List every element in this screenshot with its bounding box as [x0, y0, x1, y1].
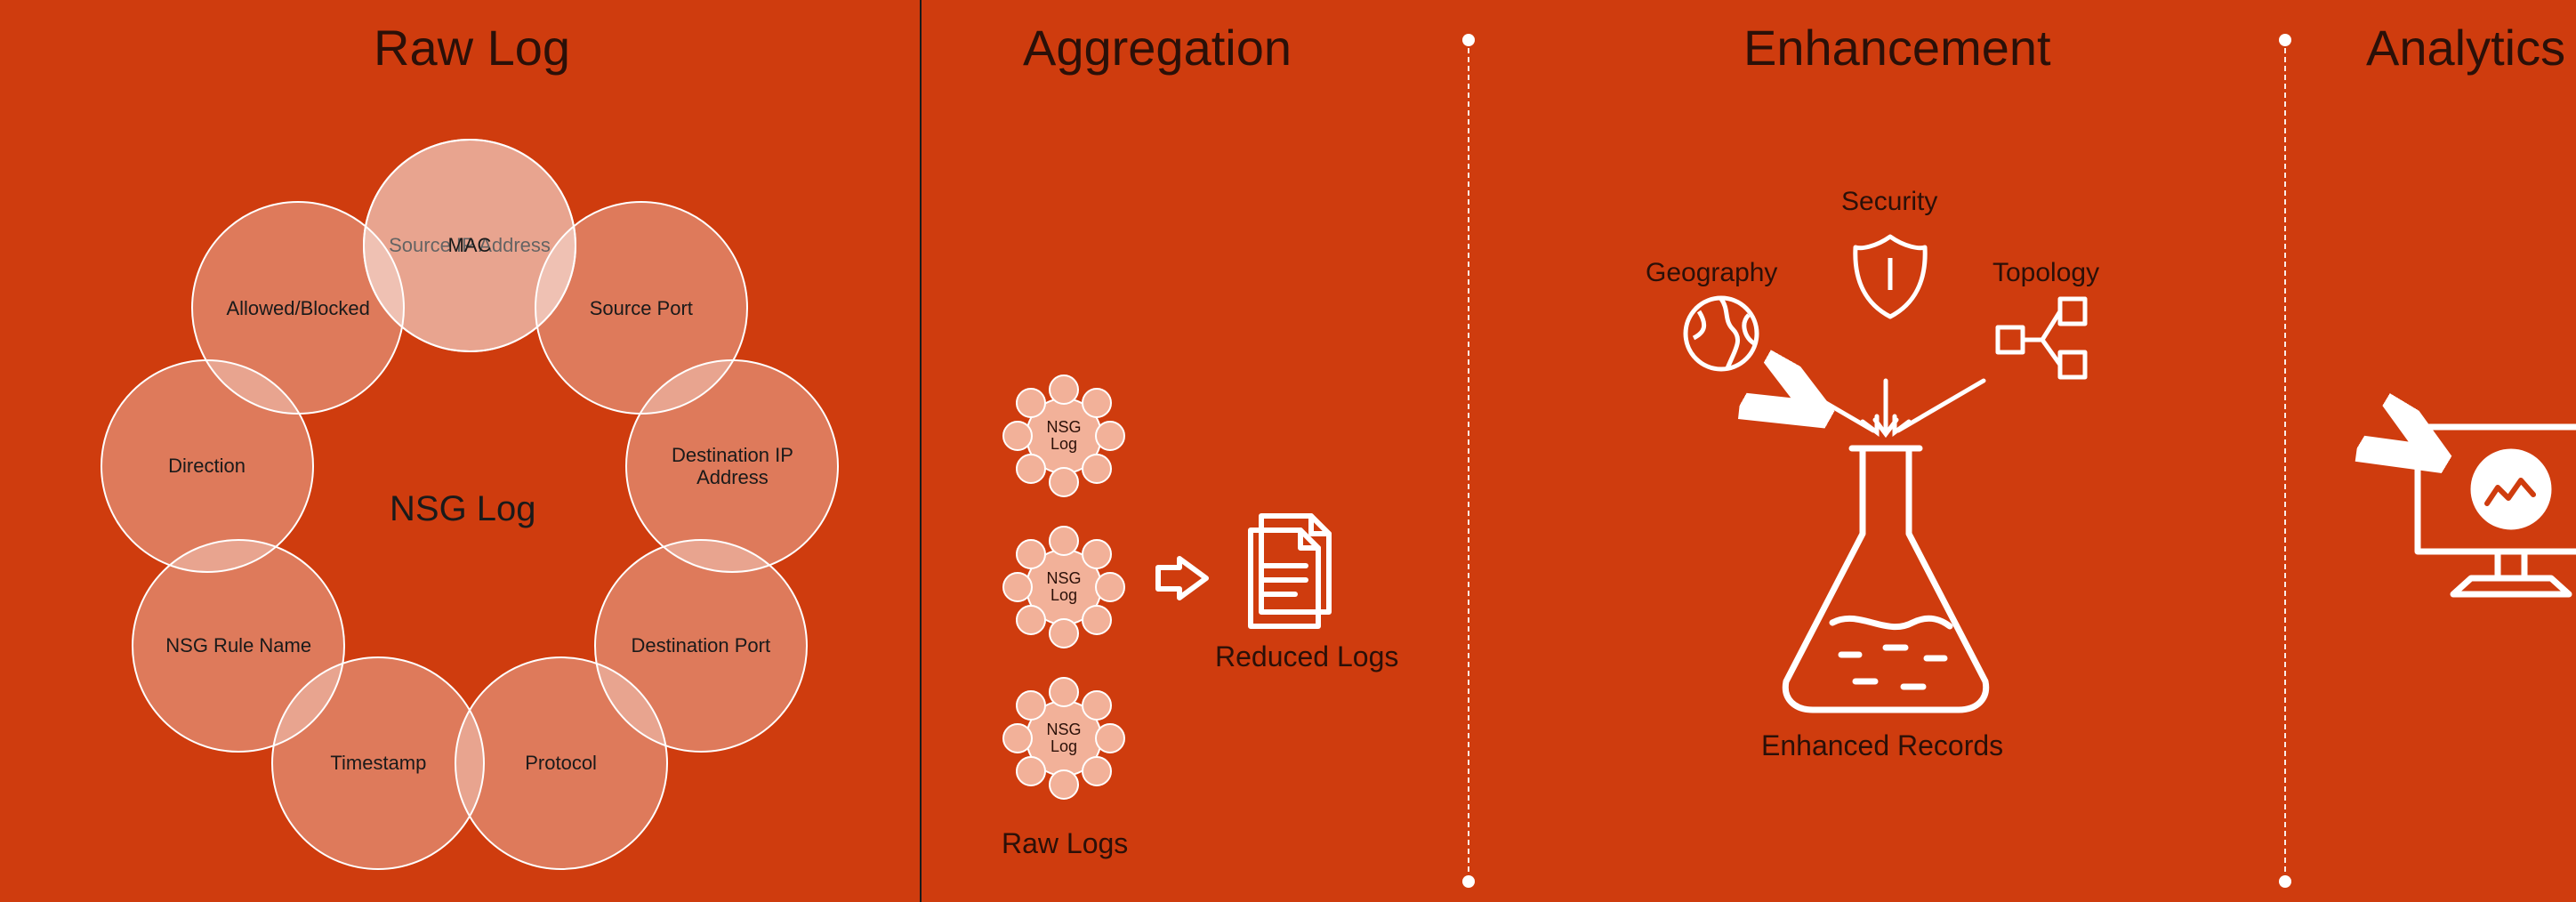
petal-label: NSG Rule Name: [155, 634, 322, 656]
nsg-log-ring: Source IP AddressSource PortDestination …: [0, 0, 920, 902]
arrow-right-icon: [1153, 552, 1215, 605]
nsg-cluster-dot: [1082, 454, 1112, 484]
nsg-cluster-dot: [1049, 677, 1079, 707]
nsg-cluster-dot: [1049, 769, 1079, 800]
nsg-cluster: NSG Log: [993, 516, 1135, 658]
flask-icon: [1752, 436, 2019, 721]
nsg-cluster-dot: [1049, 526, 1079, 556]
title-analytics: Analytics: [2366, 23, 2565, 73]
petal-label: Direction: [157, 455, 256, 477]
nsg-cluster-dot: [1082, 388, 1112, 418]
nsg-log-center-label: NSG Log: [390, 489, 536, 529]
petal-nsg-rule-name: NSG Rule Name: [132, 539, 345, 753]
petal-protocol: Protocol: [455, 656, 668, 870]
petal-label: Destination Port: [621, 634, 782, 656]
reduced-logs-label: Reduced Logs: [1215, 640, 1398, 673]
nsg-cluster-dot: [1049, 374, 1079, 405]
enhanced-records-label: Enhanced Records: [1761, 729, 2003, 762]
divider-dot: [2279, 875, 2291, 888]
petal-label: Destination IP Address: [661, 444, 804, 489]
nsg-cluster-dot: [1002, 572, 1033, 602]
down-arrows-icon: [1743, 374, 2028, 445]
nsg-cluster-dot: [1095, 572, 1125, 602]
nsg-cluster-dot: [1049, 467, 1079, 497]
petal-label: Timestamp: [319, 752, 437, 774]
title-enhancement: Enhancement: [1743, 23, 2051, 73]
nsg-cluster-dot: [1002, 723, 1033, 753]
title-aggregation: Aggregation: [1023, 23, 1292, 73]
divider-dot: [1462, 875, 1475, 888]
petal-destination-ip-address: Destination IP Address: [625, 359, 839, 573]
label-topology: Topology: [1992, 258, 2099, 288]
nsg-cluster-dot: [1095, 723, 1125, 753]
petal-label: Protocol: [514, 752, 608, 774]
petal-mac: MAC: [363, 139, 576, 352]
raw-logs-label: Raw Logs: [1002, 827, 1128, 860]
petal-label: Source Port: [579, 297, 704, 319]
divider-solid: [920, 0, 922, 902]
globe-icon: [1681, 294, 1761, 374]
nsg-cluster-dot: [1016, 454, 1046, 484]
monitor-icon: [2409, 418, 2576, 614]
shield-icon: [1850, 231, 1930, 320]
nsg-cluster-dot: [1082, 756, 1112, 786]
nsg-cluster-dot: [1016, 756, 1046, 786]
nsg-cluster-dot: [1016, 605, 1046, 635]
flow-arrow-2: [2037, 347, 2446, 560]
nsg-cluster-dot: [1082, 605, 1112, 635]
nsg-cluster-dot: [1095, 421, 1125, 451]
label-geography: Geography: [1646, 258, 1777, 288]
divider-dot: [1462, 34, 1475, 46]
petal-label: Allowed/Blocked: [215, 297, 380, 319]
nsg-cluster-dot: [1049, 618, 1079, 648]
label-security: Security: [1841, 187, 1937, 217]
divider-dot: [2279, 34, 2291, 46]
documents-icon: [1242, 507, 1348, 632]
nsg-cluster: NSG Log: [993, 365, 1135, 507]
nsg-cluster-dot: [1082, 539, 1112, 569]
petal-label: MAC: [438, 234, 503, 256]
nsg-cluster-dot: [1002, 421, 1033, 451]
nsg-cluster-dot: [1082, 690, 1112, 721]
nsg-cluster: NSG Log: [993, 667, 1135, 809]
